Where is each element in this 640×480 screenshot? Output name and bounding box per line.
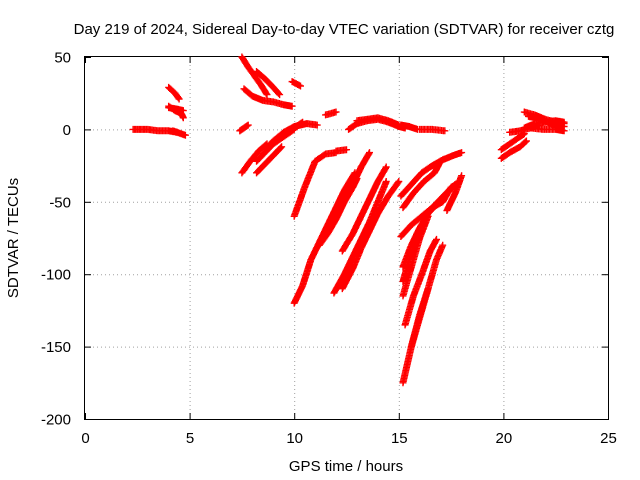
- data-point-markers: [169, 127, 189, 139]
- series-arc-46: [525, 112, 568, 130]
- data-point-markers: [401, 235, 440, 329]
- data-point-markers: [332, 146, 350, 155]
- chart-title: Day 219 of 2024, Sidereal Day-to-day VTE…: [74, 21, 615, 38]
- data-point-markers: [253, 143, 286, 177]
- x-axis: 0 5 10 15 20 25: [81, 57, 617, 447]
- data-point-markers: [290, 149, 340, 220]
- series-arc-39: [439, 178, 463, 206]
- x-tick-label: 25: [600, 430, 617, 447]
- x-tick-label: 0: [81, 430, 89, 447]
- data-point-markers: [330, 178, 390, 297]
- x-tick-label: 5: [186, 430, 194, 447]
- data-point-markers: [165, 104, 187, 115]
- series-arc-22: [330, 178, 390, 297]
- y-tick-label: 50: [54, 50, 71, 67]
- series-arc-05: [165, 104, 187, 115]
- series-arc-16: [322, 108, 340, 119]
- series-arc-21: [324, 149, 373, 230]
- data-point-markers: [273, 118, 307, 144]
- y-axis: 50 0 -50 -100 -150 -200: [41, 50, 608, 429]
- data-point-markers: [236, 121, 252, 135]
- x-axis-label: GPS time / hours: [289, 458, 403, 475]
- y-tick-label: -50: [49, 194, 71, 211]
- data-point-markers: [439, 178, 463, 206]
- data-point-markers: [322, 108, 340, 119]
- data-point-markers: [288, 78, 304, 90]
- series-arc-09: [253, 67, 284, 99]
- y-axis-label: SDTVAR / TECUs: [5, 178, 22, 298]
- series-arc-02: [169, 127, 189, 139]
- data-point-markers: [338, 163, 390, 255]
- data-point-markers: [525, 112, 568, 130]
- data-point-markers: [527, 124, 568, 135]
- series-arc-40: [416, 125, 449, 135]
- series-arc-27: [397, 121, 422, 133]
- data-point-markers: [416, 125, 449, 135]
- series-arc-06: [236, 121, 252, 135]
- series-arc-47: [527, 124, 568, 135]
- series-arc-42: [497, 130, 528, 154]
- y-tick-label: -150: [41, 339, 71, 356]
- x-tick-label: 10: [286, 430, 303, 447]
- series-arc-24: [338, 178, 403, 293]
- x-tick-label: 15: [391, 430, 408, 447]
- series-arc-32: [399, 227, 426, 285]
- data-point-markers: [407, 241, 447, 351]
- data-point-markers: [397, 121, 422, 133]
- data-point-markers: [240, 85, 296, 110]
- series-arc-10: [288, 78, 304, 90]
- series-arc-12: [253, 143, 286, 177]
- series-arc-03: [165, 83, 183, 103]
- plot-frame: [84, 56, 609, 420]
- data-point-markers: [324, 149, 373, 230]
- data-point-markers: [497, 137, 530, 162]
- series-arc-08: [240, 85, 296, 110]
- series-arc-23: [338, 163, 390, 255]
- data-point-markers: [497, 130, 528, 154]
- series-arc-17: [290, 149, 340, 220]
- series-arc-15: [273, 118, 307, 144]
- series-arc-29: [401, 235, 440, 329]
- series-arc-36: [399, 157, 445, 212]
- y-tick-label: -200: [41, 412, 71, 429]
- data-point-markers: [399, 157, 445, 212]
- y-tick-label: -100: [41, 267, 71, 284]
- data-point-markers: [353, 114, 403, 129]
- grid-lines: [85, 57, 608, 419]
- data-point-markers: [238, 53, 271, 99]
- series-arc-33: [407, 241, 447, 351]
- data-point-markers: [338, 178, 403, 293]
- series-arc-41: [497, 137, 530, 162]
- series-arc-07: [238, 53, 271, 99]
- data-point-markers: [165, 83, 183, 103]
- series-arc-26: [353, 114, 403, 129]
- series-arc-18: [332, 146, 350, 155]
- data-point-markers: [253, 67, 284, 99]
- y-tick-label: 0: [63, 122, 71, 139]
- x-tick-label: 20: [496, 430, 513, 447]
- data-point-markers: [399, 227, 426, 285]
- data-points: [129, 53, 568, 387]
